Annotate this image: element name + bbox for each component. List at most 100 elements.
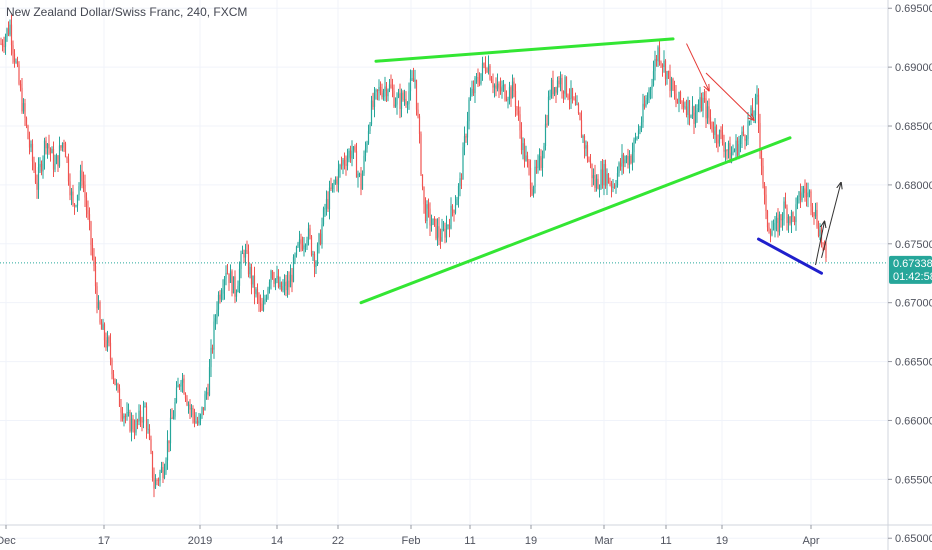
candle xyxy=(651,78,653,99)
candle xyxy=(603,159,605,196)
candle xyxy=(381,83,383,100)
candle xyxy=(729,136,731,164)
candle xyxy=(465,133,467,143)
candle xyxy=(526,151,529,168)
green-trendline-1[interactable] xyxy=(359,136,792,305)
candle xyxy=(771,220,773,237)
candle xyxy=(231,269,233,297)
candle xyxy=(624,155,626,168)
candle xyxy=(778,211,781,236)
candle xyxy=(289,264,292,288)
x-tick-label: Feb xyxy=(402,535,421,547)
candle xyxy=(114,378,116,386)
candle xyxy=(637,124,640,139)
candle xyxy=(334,176,337,185)
candle xyxy=(88,207,91,231)
candle xyxy=(451,204,454,217)
candle xyxy=(726,149,728,160)
candle xyxy=(238,261,241,294)
candle xyxy=(600,160,602,190)
candle xyxy=(592,168,595,186)
candle xyxy=(61,142,64,152)
candle xyxy=(453,209,455,222)
candle xyxy=(513,77,515,98)
blue-trendline-2[interactable] xyxy=(757,237,823,275)
candle xyxy=(324,203,326,217)
candle xyxy=(780,214,782,228)
candle xyxy=(379,81,382,96)
candle xyxy=(135,412,137,436)
x-tick-label: 22 xyxy=(332,535,344,547)
candle xyxy=(81,160,83,189)
candle xyxy=(18,61,20,86)
candle xyxy=(531,182,533,196)
candle xyxy=(201,406,203,419)
candle xyxy=(634,132,637,144)
candle xyxy=(753,110,755,123)
y-tick-label: 0.67500 xyxy=(895,239,932,251)
candle xyxy=(757,88,760,133)
grid-lines xyxy=(0,0,888,539)
candle xyxy=(87,200,89,220)
x-tick-label: Dec xyxy=(0,535,16,547)
time-axis[interactable]: Dec 17 2019 14 22 Feb 11 19 Mar 11 19 Apr xyxy=(0,524,932,547)
candle xyxy=(786,204,788,231)
black-arrow-6[interactable] xyxy=(821,183,842,259)
black-arrow-5[interactable] xyxy=(815,221,825,266)
candle xyxy=(525,145,527,162)
candle xyxy=(30,140,32,153)
candle xyxy=(790,209,793,233)
candle xyxy=(498,81,500,98)
candle xyxy=(330,177,332,191)
candle xyxy=(42,155,44,179)
red-arrow-3[interactable] xyxy=(686,43,710,91)
candle xyxy=(630,154,632,165)
candle xyxy=(585,140,587,157)
candle xyxy=(448,218,451,238)
candle xyxy=(292,254,295,283)
green-trendline-0[interactable] xyxy=(374,37,675,63)
candle xyxy=(613,183,616,189)
candle xyxy=(690,114,692,119)
candle xyxy=(819,223,821,241)
candle xyxy=(784,192,787,209)
candle xyxy=(184,392,187,403)
candle xyxy=(516,105,518,116)
candle xyxy=(211,344,214,354)
candle xyxy=(280,281,283,292)
candle xyxy=(91,238,94,261)
candle xyxy=(450,197,452,230)
candle xyxy=(46,143,49,159)
candle xyxy=(78,182,80,201)
candle xyxy=(570,80,572,110)
candle xyxy=(666,70,668,85)
candle xyxy=(129,409,131,433)
candle xyxy=(294,252,296,265)
candle xyxy=(604,159,607,189)
candle xyxy=(346,148,349,171)
candle xyxy=(195,412,197,424)
candle xyxy=(426,200,428,229)
price-axis[interactable]: 0.65000 0.65500 0.66000 0.66500 0.67000 0.675… xyxy=(887,0,932,550)
candle xyxy=(232,276,235,294)
candle xyxy=(10,14,13,56)
candle xyxy=(84,174,86,207)
candle xyxy=(735,134,737,161)
candle xyxy=(187,401,190,414)
candle xyxy=(216,301,218,325)
candle xyxy=(358,172,361,178)
candle xyxy=(580,110,583,138)
candle xyxy=(796,195,799,210)
candle xyxy=(361,170,364,190)
candle xyxy=(49,147,52,162)
candle xyxy=(691,96,694,120)
candle xyxy=(801,185,803,203)
candle xyxy=(390,74,392,89)
red-arrow-4[interactable] xyxy=(705,72,754,120)
candle xyxy=(787,214,790,233)
candle xyxy=(348,148,350,163)
candle xyxy=(165,457,167,475)
candle xyxy=(304,243,307,253)
x-tick-label: 11 xyxy=(660,535,671,547)
